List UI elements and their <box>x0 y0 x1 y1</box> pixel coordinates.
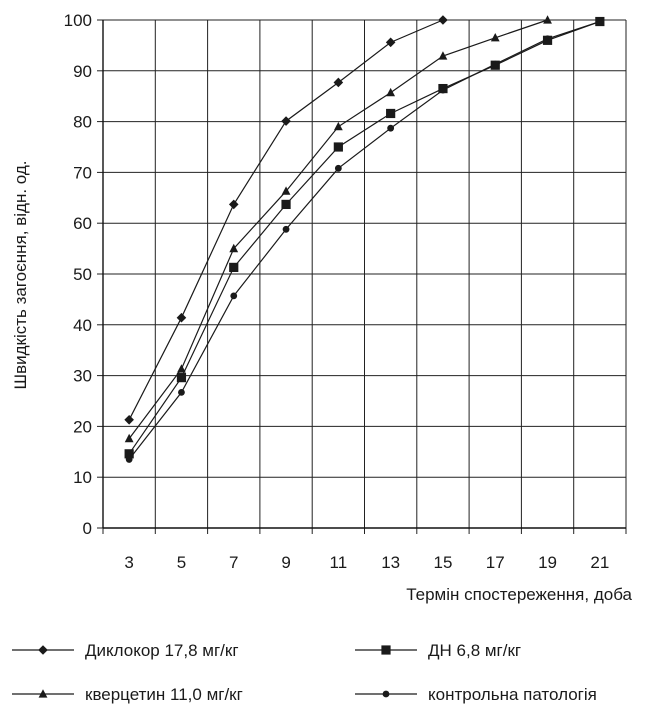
data-point <box>124 433 134 443</box>
legend-label: кверцетин 11,0 мг/кг <box>85 685 243 704</box>
y-tick-label: 40 <box>73 316 92 335</box>
grid <box>102 19 627 529</box>
data-point <box>176 312 187 323</box>
data-point <box>124 449 134 459</box>
data-point <box>282 225 290 233</box>
data-point <box>124 414 134 425</box>
legend-entry: ДН 6,8 мг/кг <box>355 641 521 660</box>
x-tick-label: 19 <box>538 553 557 572</box>
legend-marker <box>382 690 390 698</box>
data-point <box>491 60 499 68</box>
y-axis-label: Швидкість загоєння, відн. од. <box>11 160 30 389</box>
data-point <box>386 108 396 119</box>
y-tick-label: 10 <box>73 468 92 487</box>
legend-entry: контрольна патологія <box>355 685 597 704</box>
legend-marker <box>38 689 48 698</box>
x-tick-label: 15 <box>433 553 452 572</box>
data-point <box>230 292 238 300</box>
y-tick-labels: 0 10 20 30 40 50 60 70 80 90 100 <box>64 11 92 538</box>
axes <box>97 19 627 534</box>
data-point <box>177 364 186 373</box>
data-point <box>333 121 343 131</box>
x-tick-label: 21 <box>590 553 609 572</box>
legend-label: ДН 6,8 мг/кг <box>428 641 521 660</box>
data-point <box>333 142 343 152</box>
series-line <box>128 20 601 455</box>
x-tick-label: 5 <box>177 553 186 572</box>
series-line <box>128 20 601 460</box>
data-point <box>387 124 395 132</box>
series-diamond <box>124 15 448 425</box>
data-point <box>281 199 291 210</box>
legend-entry: Диклокор 17,8 мг/кг <box>12 641 239 660</box>
data-point <box>229 243 239 253</box>
data-point <box>386 87 396 97</box>
y-tick-label: 100 <box>64 11 92 30</box>
data-point <box>281 116 291 126</box>
series-circle <box>125 18 604 463</box>
data-point <box>125 456 133 463</box>
data-point <box>596 18 604 25</box>
data-point <box>176 373 187 383</box>
x-tick-label: 11 <box>330 553 348 572</box>
x-tick-label: 13 <box>381 553 400 572</box>
x-tick-label: 17 <box>486 553 505 572</box>
series-group <box>124 15 605 463</box>
x-axis-label: Термін спостереження, доба <box>406 585 632 604</box>
data-point <box>490 32 500 42</box>
data-point <box>439 86 447 94</box>
y-tick-label: 30 <box>73 367 92 386</box>
data-point <box>385 37 396 48</box>
legend-entry: кверцетин 11,0 мг/кг <box>12 685 243 704</box>
data-point <box>333 77 344 88</box>
y-tick-label: 20 <box>73 417 92 436</box>
series-line <box>128 19 444 421</box>
x-tick-labels: 3 5 7 9 11 13 15 17 19 21 <box>124 553 609 572</box>
series-triangle <box>124 15 552 443</box>
legend-marker <box>38 645 48 655</box>
legend-label: контрольна патологія <box>428 685 597 704</box>
data-point <box>438 51 448 60</box>
y-tick-label: 80 <box>73 113 92 132</box>
legend-label: Диклокор 17,8 мг/кг <box>85 641 239 660</box>
data-point <box>438 15 448 25</box>
x-tick-label: 3 <box>124 553 133 572</box>
x-tick-label: 7 <box>229 553 238 572</box>
y-tick-label: 70 <box>73 163 92 182</box>
legend: Диклокор 17,8 мг/кг ДН 6,8 мг/кг кверцетин… <box>12 641 597 704</box>
x-tick-label: 9 <box>281 553 290 572</box>
legend-marker <box>381 645 391 655</box>
data-point <box>334 164 342 172</box>
data-point <box>544 35 551 43</box>
data-point <box>178 388 185 396</box>
data-point <box>229 262 239 272</box>
y-tick-label: 90 <box>73 62 92 81</box>
y-tick-label: 0 <box>83 519 92 538</box>
data-point <box>228 199 239 210</box>
y-tick-label: 60 <box>73 214 92 233</box>
y-tick-label: 50 <box>73 265 92 284</box>
data-point <box>281 186 291 195</box>
data-point <box>543 15 552 24</box>
